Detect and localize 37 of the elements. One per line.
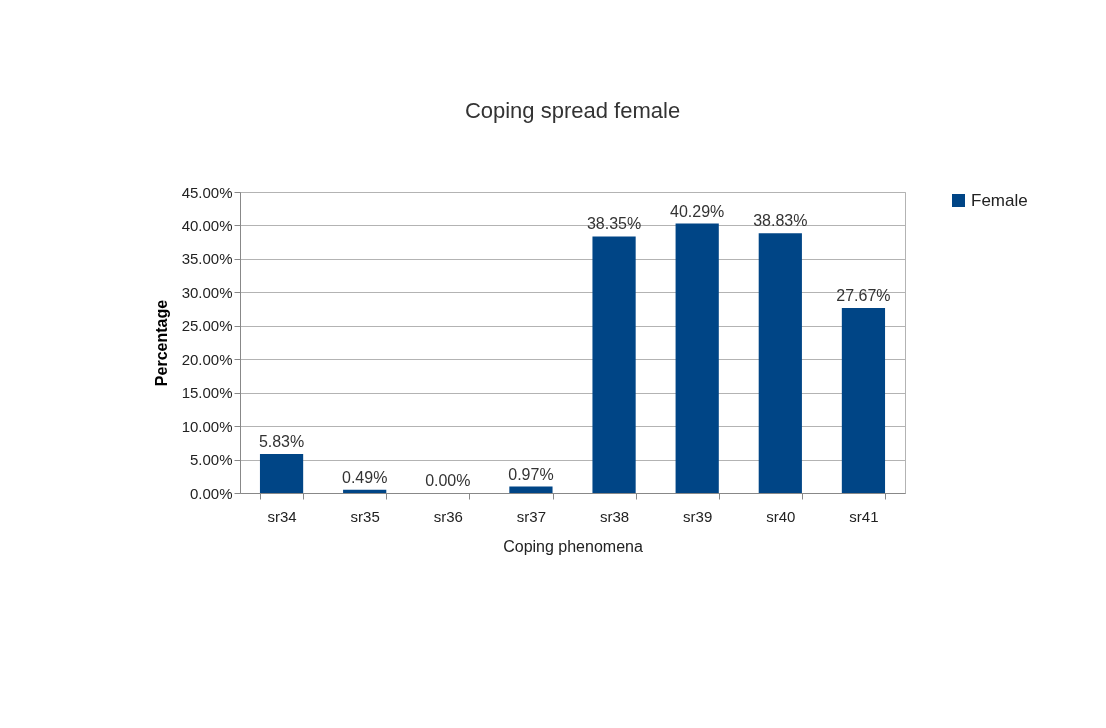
bar (758, 233, 802, 493)
y-tick-label: 20.00% (181, 350, 233, 368)
data-label: 38.35% (586, 215, 642, 233)
chart-title: Coping spread female (464, 98, 681, 123)
legend-label: Female (971, 190, 1028, 210)
x-tick-label: sr35 (350, 507, 380, 525)
x-tick-label: sr39 (683, 507, 713, 525)
data-label: 38.83% (753, 212, 808, 230)
x-tick-label: sr38 (599, 507, 630, 525)
y-tick-label: 40.00% (181, 216, 233, 234)
data-label: 0.97% (508, 465, 554, 483)
y-tick-label: 30.00% (181, 283, 233, 301)
data-label: 40.29% (670, 202, 725, 220)
y-tick-label: 45.00% (181, 183, 233, 201)
y-tick-label: 25.00% (181, 317, 233, 335)
x-tick-label: sr37 (516, 507, 547, 525)
y-tick-label: 10.00% (181, 417, 233, 435)
data-label: 0.00% (425, 472, 471, 489)
y-tick-label: 0.00% (189, 484, 233, 502)
y-axis-title: Percentage (152, 299, 170, 387)
bar (509, 486, 553, 493)
bar (343, 489, 387, 493)
x-tick-label: sr34 (267, 507, 297, 525)
y-tick-label: 5.00% (189, 451, 233, 469)
y-tick-label: 15.00% (181, 384, 233, 402)
data-label: 27.67% (836, 286, 891, 304)
x-tick-label: sr36 (433, 507, 463, 525)
x-tick-label: sr41 (849, 507, 879, 525)
x-axis-title: Coping phenomena (503, 537, 643, 555)
data-label: 0.49% (342, 468, 388, 486)
bar (592, 236, 636, 493)
x-tick-label: sr40 (766, 507, 796, 525)
y-tick-label: 35.00% (181, 250, 233, 268)
bar (841, 307, 886, 493)
bar (675, 223, 719, 493)
bar (259, 454, 304, 493)
data-label: 5.83% (258, 433, 305, 450)
